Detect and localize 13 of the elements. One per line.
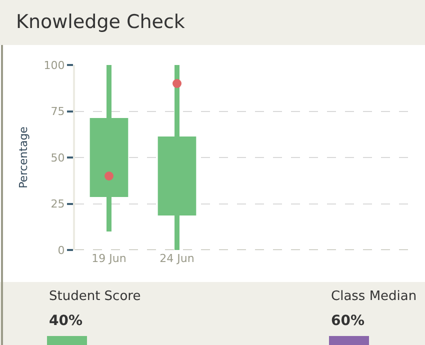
text: 40% [49,313,83,329]
text: Class Median [331,289,417,304]
y-tick-label: 50 [50,151,65,164]
y-tick-label: 75 [50,105,65,118]
y-tick-label: 100 [44,58,65,72]
x-tick-label: 19 Jun [92,252,126,265]
chart-title: Knowledge Check [16,11,185,33]
y-tick-label: 25 [50,198,65,211]
y-axis-title: Percentage [16,126,30,188]
text: 60% [331,313,365,329]
x-tick-label: 24 Jun [160,252,194,265]
text: Student Score [49,289,141,304]
y-tick-label: 0 [58,244,65,257]
